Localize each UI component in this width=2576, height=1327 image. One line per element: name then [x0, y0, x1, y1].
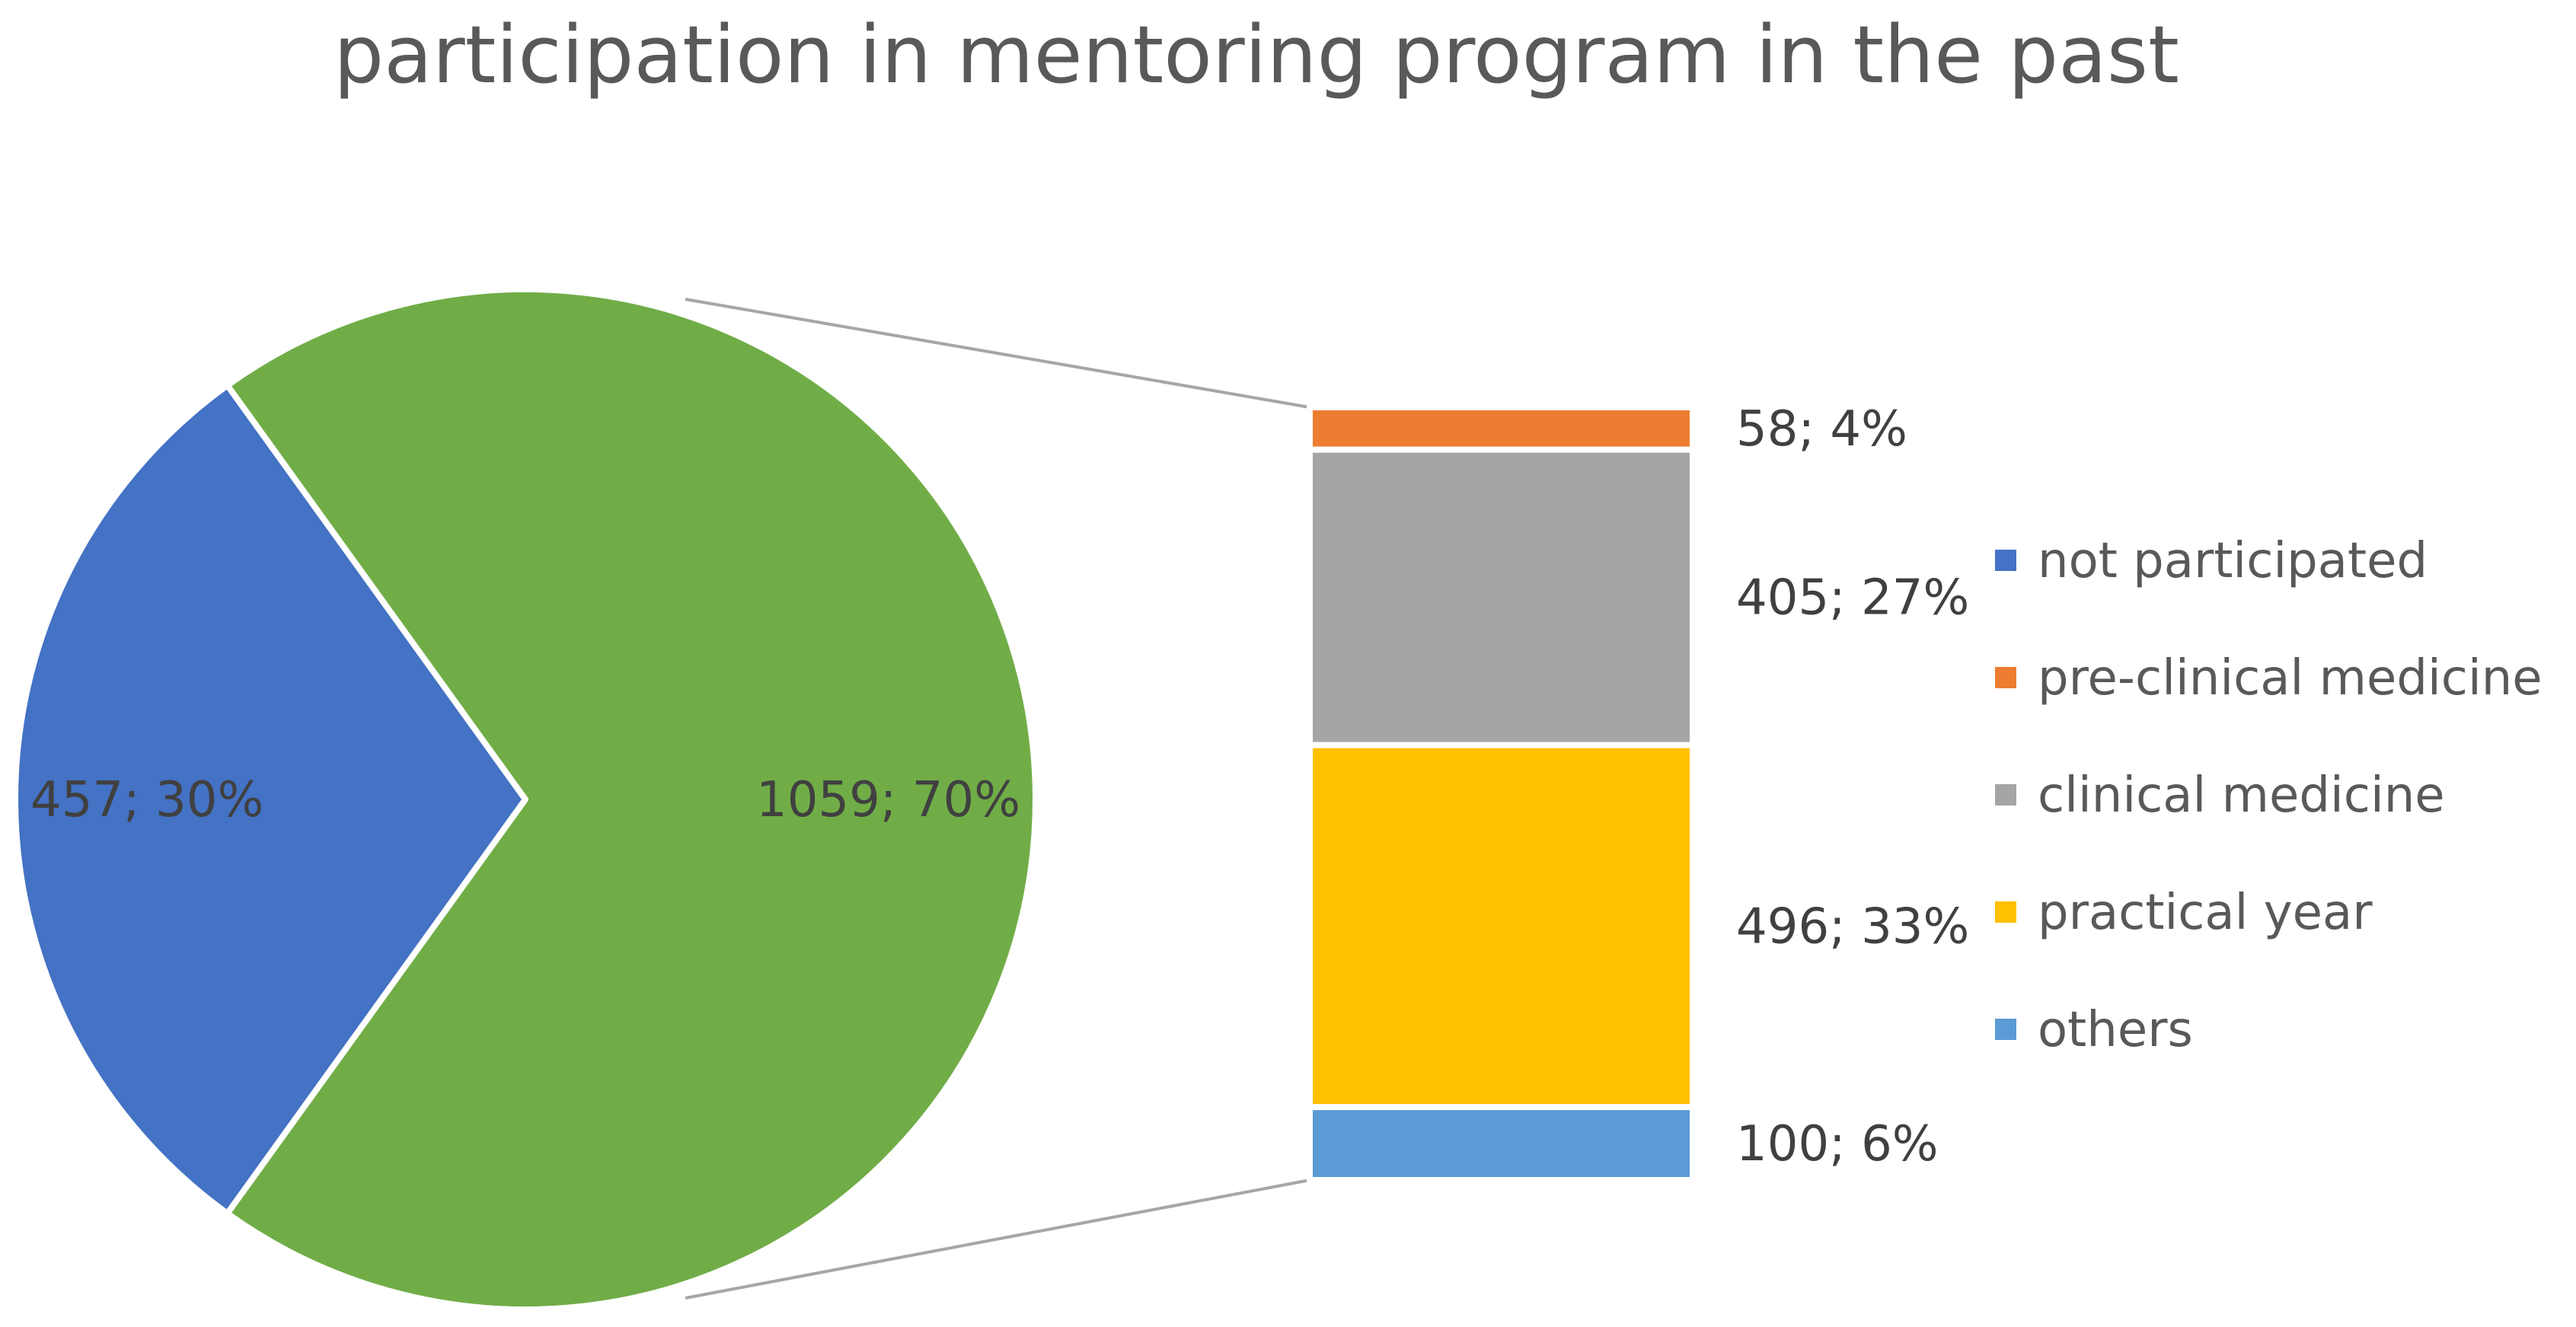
bar-label-clinical-medicine: 405; 27%	[1736, 570, 1969, 627]
bar-segment-others	[1307, 1104, 1696, 1184]
stacked-bar: 58; 4% 405; 27% 496; 33% 100; 6%	[1307, 401, 1969, 1184]
legend: not participated pre-clinical medicine cli…	[1995, 533, 2542, 1058]
legend-label-others: others	[2038, 1002, 2193, 1058]
pie-slice-participated	[224, 286, 1039, 1313]
pie-label-participated: 1059; 70%	[756, 772, 1020, 828]
pie-label-not-participated: 457; 30%	[30, 772, 263, 828]
legend-entry-pre-clinical-medicine: pre-clinical medicine	[1995, 650, 2542, 707]
pie: 457; 30% 1059; 70%	[12, 286, 1039, 1313]
legend-label-pre-clinical-medicine: pre-clinical medicine	[2038, 650, 2542, 707]
bar-label-pre-clinical-medicine: 58; 4%	[1736, 401, 1907, 458]
legend-label-clinical-medicine: clinical medicine	[2038, 767, 2445, 824]
legend-swatch-practical-year	[1995, 901, 2016, 923]
bar-label-practical-year: 496; 33%	[1736, 898, 1969, 955]
legend-label-practical-year: practical year	[2038, 885, 2373, 941]
legend-entry-not-participated: not participated	[1995, 533, 2428, 589]
connector-line-top	[685, 298, 1310, 409]
legend-swatch-not-participated	[1995, 550, 2016, 571]
legend-swatch-others	[1995, 1019, 2016, 1040]
connector-lines	[685, 298, 1310, 1300]
bar-segment-practical-year	[1307, 742, 1696, 1111]
bar-segment-clinical-medicine	[1307, 446, 1696, 748]
connector-line-bottom	[685, 1179, 1310, 1300]
legend-swatch-pre-clinical-medicine	[1995, 667, 2016, 688]
legend-entry-practical-year: practical year	[1995, 885, 2373, 941]
bar-label-others: 100; 6%	[1736, 1116, 1939, 1172]
legend-swatch-clinical-medicine	[1995, 784, 2016, 805]
chart-title: participation in mentoring program in th…	[334, 8, 2179, 101]
legend-entry-clinical-medicine: clinical medicine	[1995, 767, 2445, 824]
bar-segment-pre-clinical-medicine	[1307, 404, 1696, 453]
legend-entry-others: others	[1995, 1002, 2193, 1058]
pie-slice-not-participated	[12, 382, 528, 1217]
legend-label-not-participated: not participated	[2038, 533, 2428, 589]
